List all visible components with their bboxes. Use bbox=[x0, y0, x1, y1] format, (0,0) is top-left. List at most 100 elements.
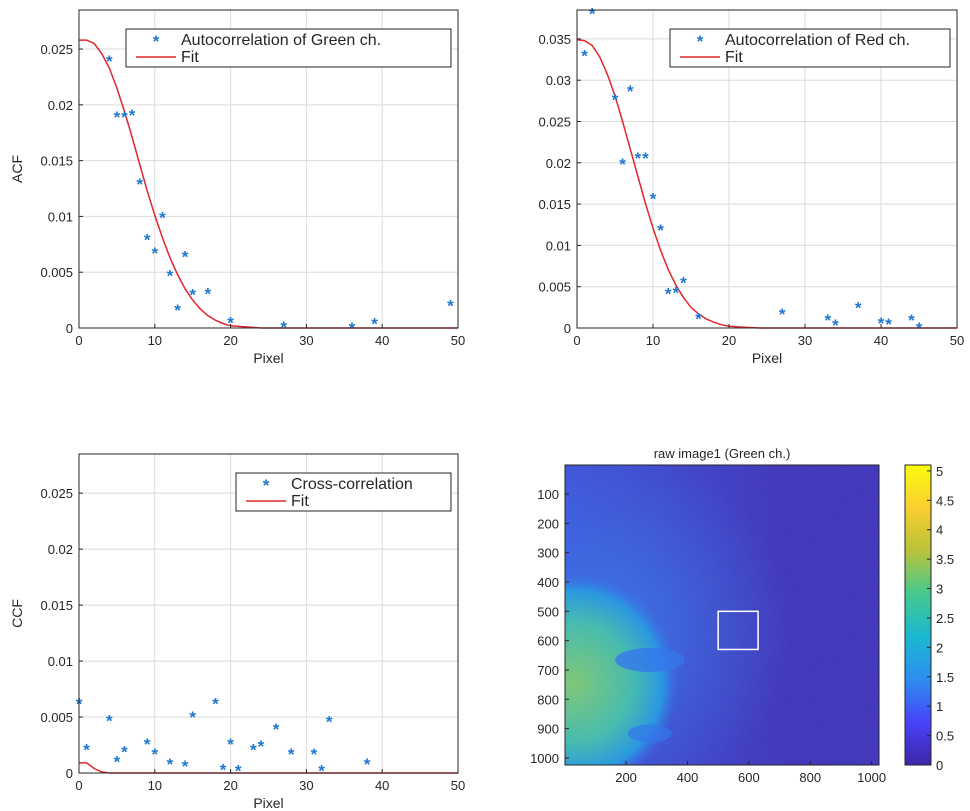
data-point: * bbox=[779, 305, 786, 324]
colorbar-tick-label: 4.5 bbox=[936, 493, 954, 508]
y-tick-label: 400 bbox=[537, 575, 559, 590]
red-acf-panel: ****** **** *** * * *** * * *0 10 20 30 40 5000.0050.… bbox=[538, 4, 964, 366]
colorbar-tick-label: 4 bbox=[936, 523, 943, 538]
legend-marker-star: * bbox=[697, 32, 704, 51]
data-point: * bbox=[144, 735, 151, 754]
x-axis-label: Pixel bbox=[253, 350, 283, 366]
y-tick-label: 700 bbox=[537, 663, 559, 678]
data-point: * bbox=[159, 208, 166, 227]
legend-entry: Fit bbox=[181, 49, 199, 66]
data-point: * bbox=[106, 52, 113, 71]
data-point: * bbox=[205, 284, 212, 303]
x-axis-label: Pixel bbox=[752, 350, 782, 366]
y-tick-label: 0.005 bbox=[538, 280, 571, 295]
x-tick-label: 30 bbox=[299, 778, 313, 793]
legend-box bbox=[235, 472, 452, 512]
data-point: * bbox=[311, 745, 318, 764]
data-point: * bbox=[832, 316, 839, 335]
y-tick-label: 0.015 bbox=[538, 197, 571, 212]
y-tick-label: 0.03 bbox=[546, 73, 571, 88]
y-axis-label: CCF bbox=[9, 599, 25, 628]
image-plot bbox=[565, 465, 879, 765]
green-acf-panel: ** * ********* ** * * **0 10 20 30 40 5000.0050.010… bbox=[9, 9, 465, 366]
data-point: * bbox=[612, 90, 619, 109]
x-tick-label: 0 bbox=[573, 333, 580, 348]
data-point: * bbox=[657, 221, 664, 240]
data-point: * bbox=[665, 284, 672, 303]
data-point: * bbox=[824, 311, 831, 330]
data-point: * bbox=[695, 309, 702, 328]
y-tick-label: 200 bbox=[537, 516, 559, 531]
data-point: * bbox=[182, 247, 189, 266]
data-point: * bbox=[167, 266, 174, 285]
x-tick-label: 20 bbox=[223, 778, 237, 793]
x-tick-label: 600 bbox=[738, 770, 760, 785]
data-point: * bbox=[212, 694, 219, 713]
y-tick-label: 0.01 bbox=[48, 654, 73, 669]
y-tick-label: 0.01 bbox=[48, 209, 73, 224]
y-tick-label: 0.015 bbox=[40, 598, 73, 613]
data-point: * bbox=[878, 314, 885, 333]
y-tick-label: 0.02 bbox=[48, 542, 73, 557]
data-point: * bbox=[189, 285, 196, 304]
x-tick-label: 800 bbox=[799, 770, 821, 785]
data-point: * bbox=[364, 755, 371, 774]
data-point: * bbox=[634, 149, 641, 168]
data-point: * bbox=[589, 4, 596, 23]
y-tick-label: 0 bbox=[66, 321, 73, 336]
colorbar-tick-label: 3.5 bbox=[936, 552, 954, 567]
data-point: * bbox=[151, 745, 158, 764]
data-point: * bbox=[326, 712, 333, 731]
legend-entry: Cross-correlation bbox=[291, 476, 413, 493]
x-tick-label: 1000 bbox=[857, 770, 886, 785]
y-tick-label: 0.005 bbox=[40, 710, 73, 725]
data-point: * bbox=[83, 740, 90, 759]
data-point: * bbox=[250, 740, 257, 759]
x-tick-label: 0 bbox=[75, 778, 82, 793]
axes-box bbox=[78, 9, 459, 329]
legend: * Autocorrelation of Green ch.Fit bbox=[125, 28, 452, 68]
image-axes-box bbox=[564, 464, 880, 766]
x-tick-label: 200 bbox=[615, 770, 637, 785]
legend-entry: Fit bbox=[291, 493, 309, 510]
data-point: * bbox=[144, 231, 151, 250]
image-noise bbox=[565, 465, 879, 765]
data-point: * bbox=[280, 318, 287, 337]
legend-box bbox=[669, 28, 951, 68]
data-point: * bbox=[288, 745, 295, 764]
colorbar-tick-label: 0 bbox=[936, 758, 943, 773]
x-axis-label: Pixel bbox=[253, 795, 283, 811]
colorbar-bar bbox=[904, 464, 932, 766]
data-point: * bbox=[258, 737, 265, 756]
colorbar-tick-label: 0.5 bbox=[936, 729, 954, 744]
data-point: * bbox=[121, 743, 128, 762]
legend: * Autocorrelation of Red ch.Fit bbox=[669, 28, 951, 68]
data-point: * bbox=[672, 284, 679, 303]
x-tick-label: 400 bbox=[677, 770, 699, 785]
data-point: * bbox=[114, 108, 121, 127]
y-tick-label: 0.025 bbox=[40, 486, 73, 501]
data-point: * bbox=[680, 274, 687, 293]
data-point: * bbox=[447, 297, 454, 316]
colorbar-tick-label: 2.5 bbox=[936, 611, 954, 626]
x-tick-label: 40 bbox=[874, 333, 888, 348]
colorbar-tick-label: 2 bbox=[936, 640, 943, 655]
ccf-panel: ***** *** ******* *** ****0 10 20 30 40 5000.0050… bbox=[9, 453, 465, 811]
y-tick-label: 0.01 bbox=[546, 238, 571, 253]
data-point: * bbox=[642, 149, 649, 168]
data-point: * bbox=[174, 301, 181, 320]
data-point: * bbox=[855, 299, 862, 318]
x-tick-label: 10 bbox=[148, 333, 162, 348]
y-tick-label: 0 bbox=[66, 766, 73, 781]
data-point: * bbox=[318, 762, 325, 781]
x-tick-label: 30 bbox=[798, 333, 812, 348]
data-point: * bbox=[227, 313, 234, 332]
data-point: * bbox=[220, 761, 227, 780]
y-tick-label: 0.02 bbox=[546, 156, 571, 171]
y-axis-label: ACF bbox=[9, 155, 25, 183]
axes-box bbox=[78, 453, 459, 774]
legend-marker-star: * bbox=[263, 476, 270, 495]
y-tick-label: 0.025 bbox=[40, 42, 73, 57]
